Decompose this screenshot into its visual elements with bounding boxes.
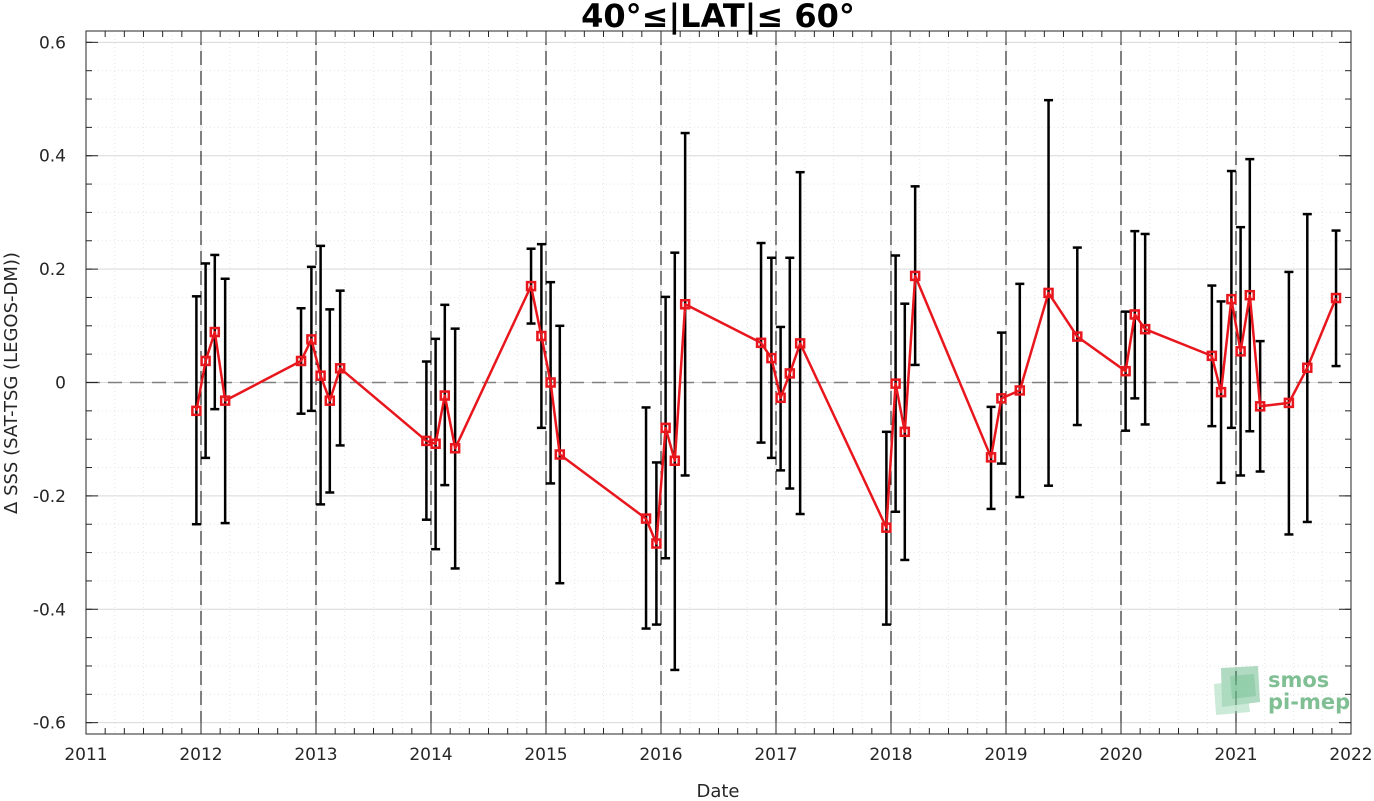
data-point-marker: [191, 405, 202, 417]
data-point-marker: [1226, 293, 1237, 305]
data-point-marker: [334, 363, 346, 374]
data-point-marker: [200, 355, 211, 367]
data-point-marker: [306, 334, 317, 345]
data-point-marker: [775, 392, 786, 404]
data-point-marker: [899, 426, 911, 438]
axes-frame: [85, 30, 1352, 735]
data-point-marker: [439, 390, 451, 401]
y-tick-label: 0: [55, 374, 66, 394]
data-point-marker: [660, 422, 671, 434]
data-point-marker: [554, 449, 566, 460]
data-point-marker: [669, 455, 681, 466]
data-point-marker: [1043, 287, 1054, 299]
smos-pi-mep-logo: smos pi-mep: [1214, 666, 1350, 715]
data-point-marker: [219, 395, 231, 406]
data-point-marker: [784, 368, 796, 379]
data-point-marker: [1215, 386, 1227, 398]
data-point-marker: [1330, 292, 1342, 304]
logo-text-smos: smos: [1268, 668, 1329, 692]
x-tick-label: 2019: [984, 745, 1027, 765]
series-line: [195, 274, 1338, 545]
data-point-marker: [794, 338, 806, 349]
tick-labels: 2011 2012 2013 2014 2015 2016 2017 2018 2019 2020…: [33, 33, 1373, 765]
chart-title: 40°≤|LAT|≤ 60°: [581, 0, 855, 36]
data-point-marker: [1129, 309, 1141, 320]
x-tick-label: 2014: [409, 745, 452, 765]
data-point-marker: [909, 270, 921, 282]
y-tick-label: -0.2: [33, 487, 66, 507]
logo-emblem-icon: [1214, 666, 1260, 715]
data-point-marker: [755, 337, 767, 349]
data-point-marker: [766, 352, 777, 364]
y-tick-label: -0.6: [33, 714, 66, 734]
data-point-marker: [985, 452, 997, 463]
data-point-marker: [295, 355, 307, 367]
data-point-marker: [209, 326, 221, 338]
data-point-marker: [1283, 397, 1295, 409]
data-point-marker: [651, 538, 662, 549]
data-point-marker: [545, 377, 556, 388]
data-point-marker: [1302, 362, 1313, 374]
data-point-marker: [679, 299, 691, 310]
data-point-marker: [1235, 346, 1246, 357]
y-tick-label: 0.2: [39, 260, 66, 280]
data-point-marker: [1014, 385, 1026, 396]
x-tick-label: 2020: [1099, 745, 1142, 765]
data-point-marker: [315, 370, 326, 381]
logo-text-pi-mep: pi-mep: [1268, 690, 1350, 714]
x-tick-label: 2021: [1214, 745, 1257, 765]
data-point-marker: [449, 443, 461, 454]
data-point-marker: [1254, 401, 1266, 412]
x-tick-label: 2017: [754, 745, 797, 765]
data-point-marker: [1244, 289, 1256, 301]
y-axis-title: Δ SSS (SAT-TSG (LEGOS-DM)): [1, 252, 22, 514]
data-point-marker: [536, 330, 547, 342]
data-point-marker: [1139, 323, 1151, 335]
y-tick-label: -0.4: [33, 600, 66, 620]
x-tick-label: 2018: [869, 745, 912, 765]
data-point-marker: [430, 438, 441, 449]
x-axis-title: Date: [696, 781, 739, 801]
x-tick-label: 2015: [524, 745, 567, 765]
x-tick-label: 2022: [1329, 745, 1372, 765]
data-point-marker: [996, 393, 1007, 404]
data-point-marker: [1072, 331, 1083, 342]
data-point-marker: [1206, 350, 1218, 362]
x-tick-label: 2013: [294, 745, 337, 765]
data-point-marker: [1120, 365, 1131, 377]
x-tick-label: 2016: [639, 745, 682, 765]
y-tick-label: 0.6: [39, 33, 66, 53]
y-tick-label: 0.4: [39, 147, 66, 167]
series-markers: [191, 270, 1342, 549]
x-tick-label: 2011: [64, 745, 107, 765]
data-point-marker: [890, 378, 901, 389]
series-line-path: [195, 274, 1338, 545]
data-point-marker: [881, 522, 892, 533]
data-point-marker: [525, 280, 537, 292]
data-point-marker: [324, 395, 336, 406]
x-tick-label: 2012: [179, 745, 222, 765]
data-point-marker: [640, 513, 652, 524]
